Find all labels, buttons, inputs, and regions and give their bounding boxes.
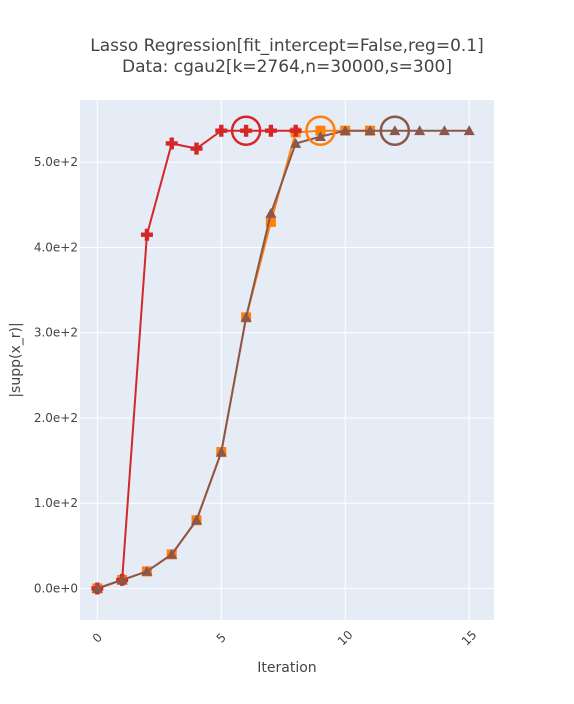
y-tick-label: 0.0e+0 [34, 581, 78, 595]
data-point-triangle [414, 125, 426, 136]
series-line [97, 129, 470, 590]
data-point-triangle [91, 582, 103, 593]
data-point-triangle [240, 311, 252, 322]
data-point-triangle [463, 125, 475, 136]
chart-title-line1: Lasso Regression[fit_intercept=False,reg… [90, 36, 484, 56]
data-point-cross [190, 142, 203, 155]
y-tick-label: 3.0e+2 [34, 326, 78, 340]
data-point-cross [215, 124, 228, 137]
data-point-cross [289, 124, 302, 137]
highlight-circle [379, 115, 411, 146]
data-point-triangle [314, 131, 326, 142]
plot-area [80, 100, 494, 620]
data-point-triangle [191, 514, 203, 525]
data-point-triangle [166, 548, 178, 559]
data-point-triangle [116, 574, 128, 585]
y-tick-label: 2.0e+2 [34, 411, 78, 425]
data-point-cross [165, 137, 178, 150]
data-point-triangle [141, 565, 153, 576]
series-cross [91, 124, 302, 595]
y-tick-label: 4.0e+2 [34, 240, 78, 254]
data-point-cross [240, 124, 253, 137]
data-point-square [315, 125, 326, 136]
chart-title-line2: Data: cgau2[k=2764,n=30000,s=300] [122, 57, 452, 77]
data-point-triangle [438, 125, 450, 136]
highlight-layer [230, 115, 411, 146]
highlight-circle [305, 115, 336, 146]
y-tick-label: 5.0e+2 [34, 155, 78, 169]
y-tick-label: 1.0e+2 [34, 496, 78, 510]
y-axis-label: |supp(x_r)| [8, 322, 24, 397]
data-point-square [265, 216, 276, 227]
data-point-triangle [215, 446, 227, 457]
data-point-triangle [339, 125, 351, 136]
x-axis-label: Iteration [257, 660, 316, 676]
series-triangle [91, 125, 475, 593]
data-point-triangle [290, 137, 302, 148]
data-point-triangle [364, 125, 376, 136]
series-layer [91, 124, 475, 595]
data-point-triangle [389, 125, 401, 136]
data-point-triangle [265, 207, 277, 218]
data-point-cross [140, 228, 153, 241]
data-point-cross [264, 124, 277, 137]
highlight-circle [230, 115, 262, 146]
